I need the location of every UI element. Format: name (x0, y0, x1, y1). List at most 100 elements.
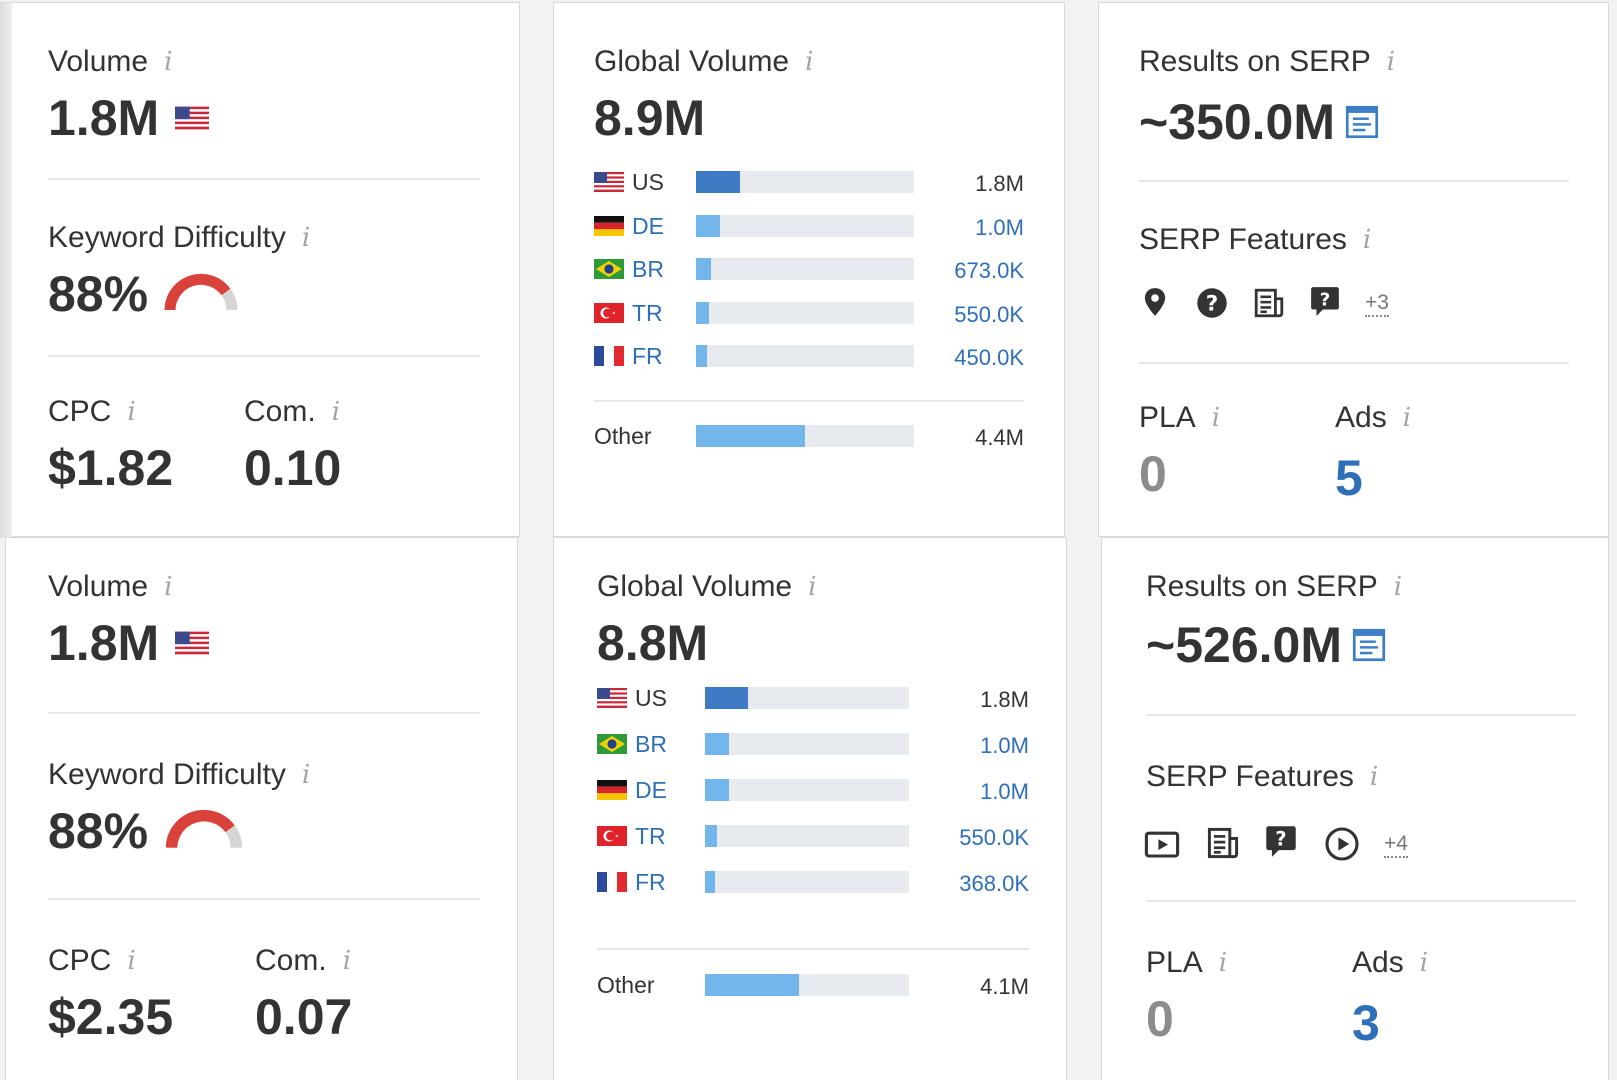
country-row-tr[interactable]: TR 550.0K (597, 823, 1029, 850)
results-on-serp-value: ~350.0M (1139, 93, 1379, 151)
country-volume-value[interactable]: 1.0M (975, 214, 1024, 240)
country-row-fr[interactable]: FR 368.0K (597, 869, 1029, 896)
serp-snapshot-icon[interactable] (1352, 628, 1386, 662)
country-code[interactable]: DE (632, 212, 664, 239)
tr-flag-icon (597, 826, 627, 846)
video-icon[interactable] (1144, 826, 1180, 862)
country-code[interactable]: FR (635, 869, 666, 895)
more-features-link[interactable]: +4 (1384, 832, 1408, 858)
news-icon[interactable] (1253, 287, 1285, 319)
country-code[interactable]: DE (635, 777, 667, 803)
info-icon[interactable]: i (127, 946, 136, 976)
volume-bar-fill (705, 779, 730, 801)
info-icon[interactable]: i (342, 946, 352, 976)
info-icon[interactable]: i (301, 223, 311, 253)
volume-bar-track (696, 171, 914, 193)
volume-bar-fill (696, 214, 720, 237)
country-code[interactable]: BR (635, 731, 667, 757)
ads-label: Ads i (1335, 401, 1412, 434)
country-code[interactable]: TR (632, 299, 663, 326)
pla-label: PLA i (1146, 946, 1228, 979)
country-row-br[interactable]: BR 673.0K (594, 256, 1026, 283)
other-bar-track (696, 425, 914, 447)
info-icon[interactable]: i (1211, 403, 1221, 433)
fr-flag-icon (594, 346, 624, 366)
country-volume-value: 1.8M (975, 171, 1024, 196)
news-icon[interactable] (1206, 826, 1240, 860)
info-icon[interactable]: i (164, 572, 173, 602)
info-icon[interactable]: i (1362, 225, 1372, 255)
country-row-fr[interactable]: FR 450.0K (594, 343, 1026, 370)
volume-value: 1.8M (48, 89, 209, 147)
other-bar-fill (696, 425, 805, 447)
people-also-ask-icon[interactable] (1309, 285, 1341, 317)
country-volume-value[interactable]: 450.0K (954, 345, 1024, 370)
serp-snapshot-icon[interactable] (1345, 105, 1379, 139)
other-value: 4.1M (980, 974, 1029, 999)
difficulty-gauge-icon (164, 273, 238, 311)
country-row-us[interactable]: US 1.8M (597, 685, 1029, 712)
volume-bar-track (705, 779, 909, 801)
info-icon[interactable]: i (301, 760, 311, 790)
volume-bar-fill (705, 687, 748, 709)
volume-bar-fill (705, 871, 715, 893)
info-icon[interactable]: i (1369, 762, 1379, 792)
info-icon[interactable]: i (1393, 572, 1403, 602)
competition-label: Com. i (244, 395, 341, 428)
br-flag-icon (597, 734, 627, 754)
info-icon[interactable]: i (127, 397, 136, 427)
results-on-serp-label: Results on SERP i (1139, 45, 1396, 78)
us-flag-icon (175, 631, 209, 655)
faq-icon[interactable] (1195, 286, 1229, 320)
divider (597, 948, 1029, 950)
country-volume-value[interactable]: 673.0K (954, 258, 1024, 283)
cpc-label: CPC i (48, 395, 136, 428)
info-icon[interactable]: i (808, 572, 817, 602)
keyword-difficulty-label: Keyword Difficulty i (48, 221, 311, 254)
country-code[interactable]: TR (635, 823, 666, 849)
info-icon[interactable]: i (1402, 403, 1412, 433)
info-icon[interactable]: i (1386, 47, 1396, 77)
pla-value: 0 (1146, 991, 1174, 1047)
country-code[interactable]: FR (632, 343, 663, 369)
info-icon[interactable]: i (1419, 948, 1429, 978)
info-icon[interactable]: i (1218, 948, 1228, 978)
br-flag-icon (594, 259, 624, 279)
country-row-us[interactable]: US 1.8M (594, 169, 1026, 196)
volume-bar-track (705, 687, 909, 709)
people-also-ask-icon[interactable] (1264, 824, 1298, 858)
divider (594, 400, 1024, 402)
country-row-br[interactable]: BR 1.0M (597, 731, 1029, 758)
difficulty-gauge-icon (165, 809, 243, 849)
country-volume-value[interactable]: 550.0K (954, 301, 1024, 327)
other-value: 4.4M (975, 425, 1024, 450)
other-bar-fill (705, 974, 799, 996)
country-row-de[interactable]: DE 1.0M (597, 777, 1029, 804)
ads-value[interactable]: 5 (1335, 450, 1363, 506)
country-row-tr[interactable]: TR 550.0K (594, 299, 1026, 327)
divider (48, 178, 480, 180)
volume-bar-track (705, 825, 909, 847)
play-circle-icon[interactable] (1324, 826, 1360, 862)
global-volume-label: Global Volume i (594, 45, 814, 78)
map-pin-icon[interactable] (1139, 286, 1171, 318)
cpc-value: $2.35 (48, 989, 174, 1045)
ads-value[interactable]: 3 (1352, 995, 1380, 1051)
info-icon[interactable]: i (331, 397, 341, 427)
info-icon[interactable]: i (164, 47, 173, 77)
country-volume-value[interactable]: 1.0M (980, 779, 1029, 804)
country-volume-value[interactable]: 550.0K (959, 825, 1029, 850)
info-icon[interactable]: i (805, 47, 814, 77)
volume-bar-track (696, 301, 914, 324)
global-volume-value: 8.8M (597, 615, 709, 671)
country-volume-value[interactable]: 368.0K (959, 871, 1029, 896)
country-code: US (635, 685, 667, 711)
fr-flag-icon (597, 872, 627, 892)
country-volume-value[interactable]: 1.0M (980, 733, 1029, 758)
us-flag-icon (597, 688, 627, 708)
country-row-de[interactable]: DE 1.0M (594, 212, 1026, 240)
global-volume-card-top: Global Volume i 8.9M US 1.8M DE 1.0M BR 673.0K… (553, 2, 1065, 537)
country-code[interactable]: BR (632, 256, 664, 282)
serp-features-label: SERP Features i (1146, 760, 1379, 793)
more-features-link[interactable]: +3 (1365, 291, 1389, 317)
